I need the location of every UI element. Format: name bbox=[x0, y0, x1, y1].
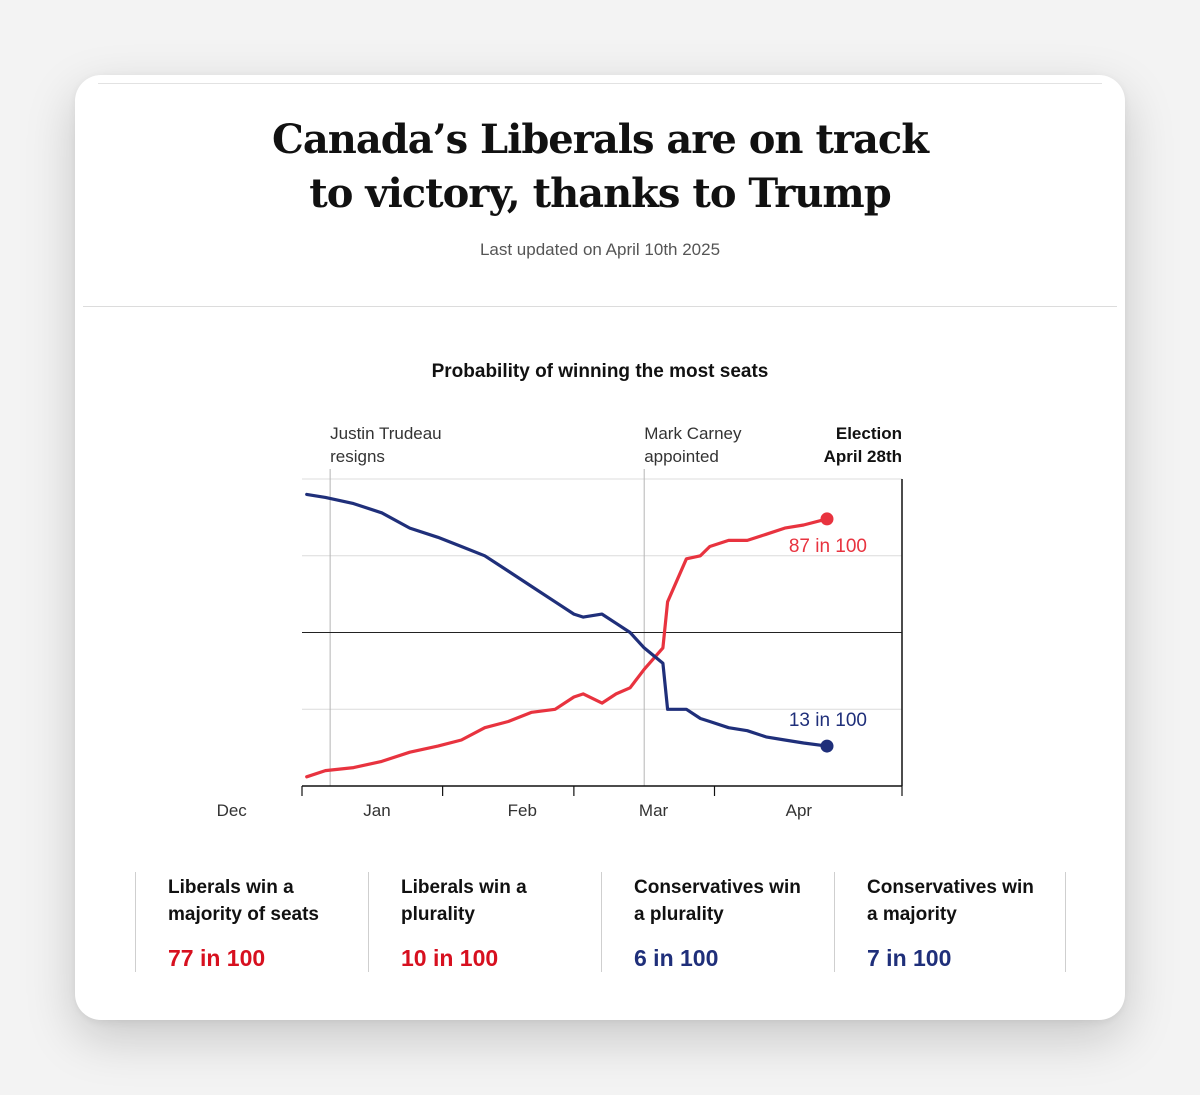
probability-chart: Probability of winning the most seats Ju… bbox=[217, 361, 903, 820]
stat-conservative-plurality: Conservatives win a plurality 6 in 100 bbox=[601, 872, 833, 972]
stat-label-line2: a majority bbox=[867, 904, 957, 925]
trudeau-annotation-line2: resigns bbox=[330, 447, 385, 466]
carney-annotation-line2: appointed bbox=[644, 447, 719, 466]
gridlines bbox=[302, 555, 902, 710]
x-axis: Dec Jan Feb Mar Apr bbox=[217, 785, 903, 820]
chart-card bbox=[75, 75, 1125, 1020]
stat-label-line1: Conservatives win bbox=[634, 877, 801, 898]
last-updated: Last updated on April 10th 2025 bbox=[479, 240, 721, 259]
x-tick-label: Feb bbox=[508, 801, 537, 820]
stat-value: 10 in 100 bbox=[401, 945, 499, 971]
stat-liberal-plurality: Liberals win a plurality 10 in 100 bbox=[368, 872, 600, 972]
stat-label-line1: Conservatives win bbox=[867, 877, 1034, 898]
stat-label-line2: plurality bbox=[401, 904, 475, 925]
stat-conservative-majority: Conservatives win a majority 7 in 100 bbox=[834, 872, 1066, 972]
x-tick-label: Jan bbox=[363, 801, 390, 820]
stat-value: 7 in 100 bbox=[867, 945, 952, 971]
series-lines: 87 in 100 13 in 100 bbox=[305, 492, 867, 779]
stat-label: Liberals win a majority of seats bbox=[168, 874, 367, 932]
stat-liberal-majority: Liberals win a majority of seats 77 in 1… bbox=[135, 872, 367, 972]
headline-line-2: to victory, thanks to Trump bbox=[309, 170, 891, 217]
stat-label: Conservatives win a majority bbox=[867, 874, 1065, 932]
annotations: Justin Trudeau resigns Mark Carney appoi… bbox=[329, 424, 903, 786]
top-divider bbox=[98, 83, 1102, 84]
stat-value: 77 in 100 bbox=[168, 945, 266, 971]
stat-label-line1: Liberals win a bbox=[168, 877, 294, 898]
stat-label: Conservatives win a plurality bbox=[634, 874, 833, 932]
conservative-end-label: 13 in 100 bbox=[789, 710, 867, 731]
stat-label-line1: Liberals win a bbox=[401, 877, 527, 898]
section-divider bbox=[83, 306, 1117, 307]
x-tick-label: Dec bbox=[217, 801, 248, 820]
liberal-end-label: 87 in 100 bbox=[789, 536, 867, 557]
trudeau-annotation-line1: Justin Trudeau bbox=[330, 424, 442, 443]
x-tick-label: Mar bbox=[639, 801, 669, 820]
outcome-stats: Liberals win a majority of seats 77 in 1… bbox=[135, 872, 1069, 972]
stat-value: 6 in 100 bbox=[634, 945, 719, 971]
carney-annotation-line1: Mark Carney bbox=[644, 424, 742, 443]
chart-title: Probability of winning the most seats bbox=[432, 361, 769, 382]
headline: Canada’s Liberals are on track to victor… bbox=[200, 113, 1000, 221]
conservative-end-dot bbox=[820, 739, 834, 753]
liberal-line bbox=[305, 517, 829, 779]
conservative-line bbox=[305, 492, 829, 748]
headline-line-1: Canada’s Liberals are on track bbox=[272, 116, 929, 163]
stat-label-line2: a plurality bbox=[634, 904, 724, 925]
election-annotation-line2: April 28th bbox=[824, 447, 902, 466]
x-tick-label: Apr bbox=[786, 801, 813, 820]
stat-label: Liberals win a plurality bbox=[401, 874, 600, 932]
election-annotation-line1: Election bbox=[836, 424, 902, 443]
stat-label-line2: majority of seats bbox=[168, 904, 319, 925]
liberal-end-dot bbox=[820, 512, 834, 526]
